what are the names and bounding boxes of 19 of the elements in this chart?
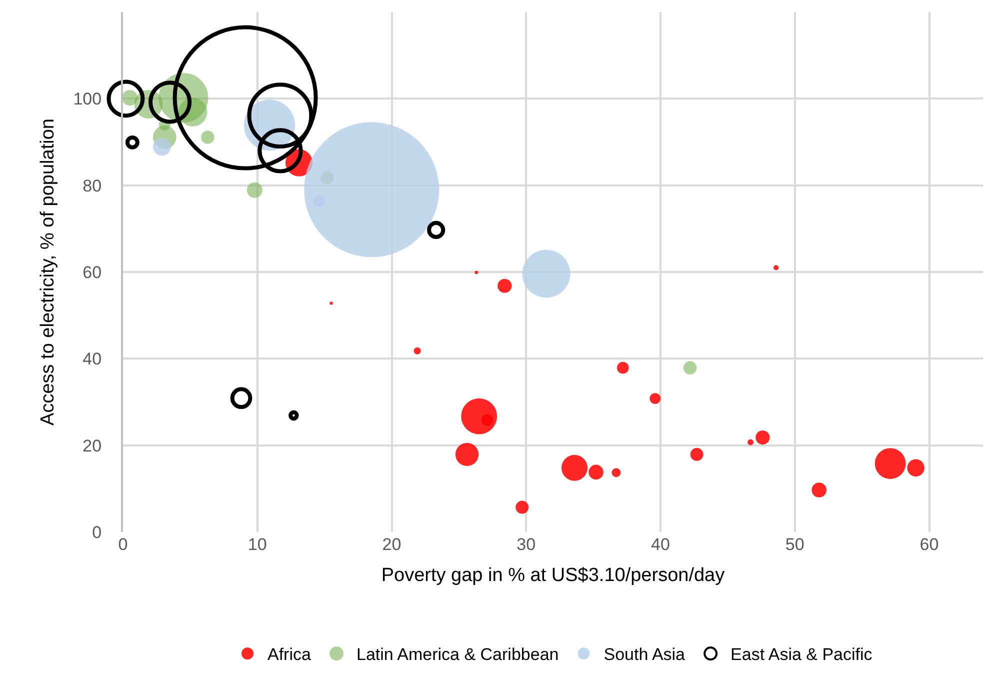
y-tick-label: 80 bbox=[82, 176, 102, 196]
x-tick-label: 0 bbox=[118, 535, 128, 554]
x-tick-label: 40 bbox=[651, 535, 670, 554]
x-tick-label: 60 bbox=[920, 535, 939, 554]
legend-label: Latin America & Caribbean bbox=[356, 645, 559, 664]
y-tick-label: 0 bbox=[92, 522, 102, 542]
y-tick-label: 40 bbox=[82, 350, 102, 369]
x-tick-label: 50 bbox=[785, 535, 804, 554]
legend-label: Africa bbox=[268, 645, 312, 664]
legend-label: East Asia & Pacific bbox=[730, 645, 873, 664]
x-tick-label: 20 bbox=[382, 535, 402, 554]
x-tick-label: 30 bbox=[516, 535, 536, 554]
y-axis-title: Access to electricity, % of population bbox=[38, 118, 59, 426]
x-tick-label: 10 bbox=[248, 535, 267, 554]
y-tick-label: 20 bbox=[82, 436, 102, 456]
y-tick-label: 100 bbox=[73, 90, 102, 109]
legend-label: South Asia bbox=[604, 645, 686, 664]
x-axis-title: Poverty gap in % at US$3.10/person/day bbox=[381, 564, 726, 586]
y-tick-label: 60 bbox=[82, 262, 102, 282]
